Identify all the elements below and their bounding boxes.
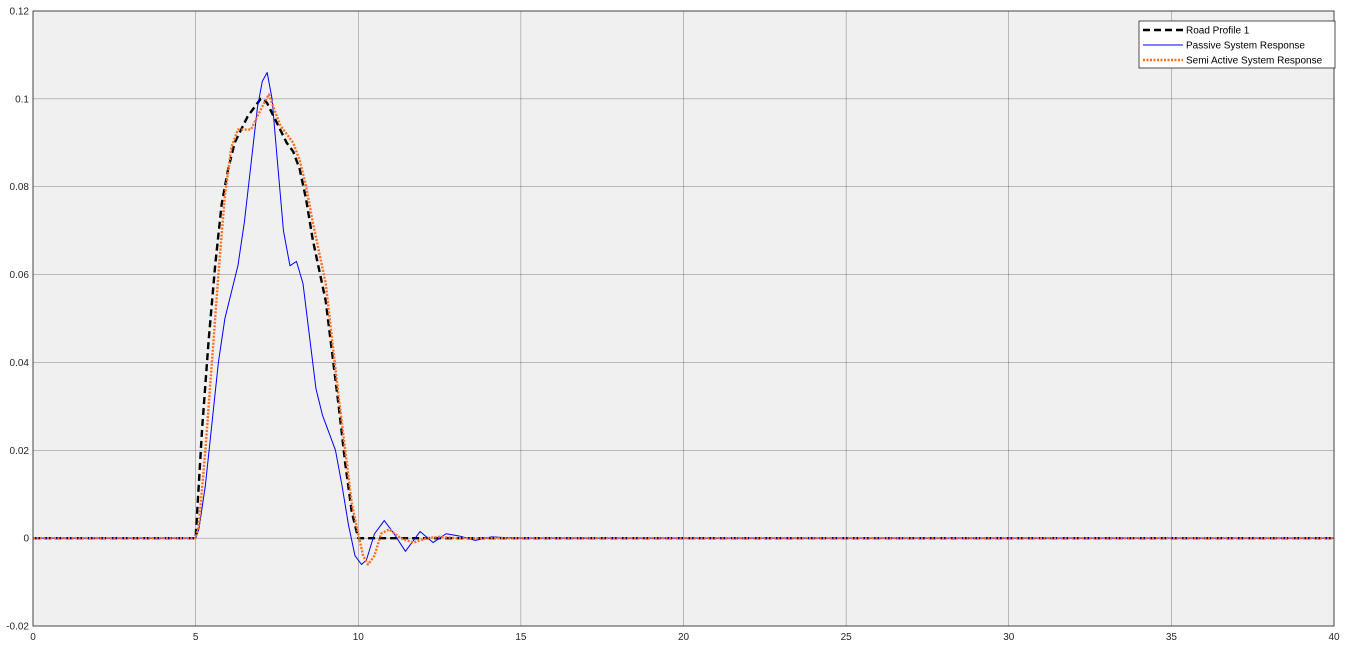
x-tick-label: 25 <box>841 632 853 643</box>
y-tick-label: 0.04 <box>10 358 30 369</box>
x-tick-label: 40 <box>1328 632 1340 643</box>
tick-labels: 0 5 10 15 20 25 30 35 40-0.0200.020.040.060.080.… <box>6 7 1340 644</box>
y-tick-label: 0.12 <box>10 7 30 18</box>
y-tick-label: 0.08 <box>10 182 30 193</box>
y-tick-label: 0.1 <box>15 94 29 105</box>
x-tick-label: 5 <box>193 632 199 643</box>
x-tick-label: 10 <box>353 632 365 643</box>
x-tick-label: 35 <box>1166 632 1178 643</box>
plot-frame <box>32 10 1335 627</box>
series-line-3 <box>33 93 1334 566</box>
series-layer <box>33 72 1334 566</box>
legend-label-1: Road Profile 1 <box>1186 26 1250 37</box>
y-tick-label: 0.06 <box>10 270 30 281</box>
y-tick-label: -0.02 <box>6 622 29 633</box>
series-line-2 <box>33 72 1334 565</box>
series-line-1 <box>33 97 1334 540</box>
legend-label-2: Passive System Response <box>1186 41 1305 52</box>
x-tick-label: 20 <box>678 632 690 643</box>
x-tick-label: 0 <box>30 632 36 643</box>
legend: Road Profile 1 Passive System Response Sem… <box>1138 20 1336 69</box>
y-tick-label: 0 <box>23 534 29 545</box>
x-tick-label: 30 <box>1003 632 1015 643</box>
x-tick-label: 15 <box>515 632 527 643</box>
y-tick-label: 0.02 <box>10 446 30 457</box>
legend-label-3: Semi Active System Response <box>1186 56 1323 67</box>
